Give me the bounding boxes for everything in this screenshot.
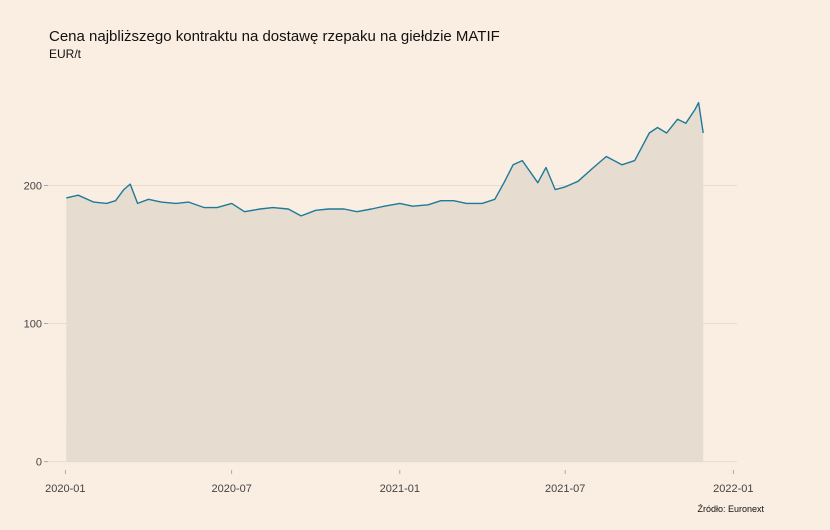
x-tick-label: 2022-01 (713, 483, 753, 495)
y-axis-ticks: 0 100 200 (24, 180, 48, 469)
x-tick-label: 2020-01 (45, 483, 85, 495)
source-note: Źródło: Euronext (697, 504, 764, 514)
x-tick-label: 2021-07 (545, 483, 585, 495)
series-area-fill (66, 102, 704, 462)
x-axis-ticks: 2020-01 2020-07 2021-01 2021-07 2022-01 (45, 470, 754, 495)
y-tick-label: 200 (24, 180, 42, 192)
x-tick-label: 2020-07 (211, 483, 251, 495)
chart-subtitle: EUR/t (49, 47, 82, 61)
x-tick-label: 2021-01 (380, 483, 420, 495)
y-tick-label: 100 (24, 319, 42, 331)
chart-title: Cena najbliższego kontraktu na dostawę r… (49, 28, 500, 45)
series-line (66, 101, 704, 217)
y-tick-label: 0 (36, 457, 42, 469)
series-area (66, 101, 704, 462)
